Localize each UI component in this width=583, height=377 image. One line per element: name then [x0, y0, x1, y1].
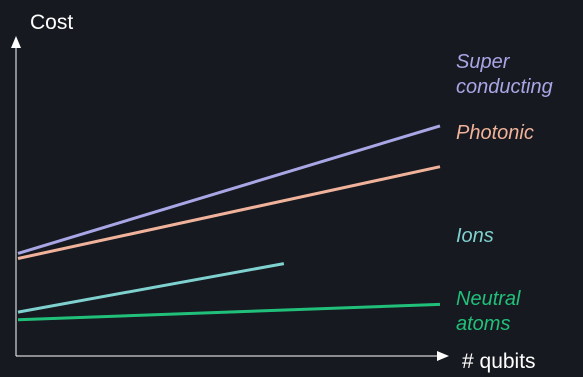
y-axis-label: Cost — [30, 11, 73, 34]
series-line-2 — [17, 262, 285, 314]
series-label-2: Ions — [456, 225, 494, 247]
series-label-0: Super conducting — [456, 51, 553, 98]
series-line-1 — [17, 165, 441, 260]
y-axis-arrow — [11, 36, 21, 48]
series-line-0 — [17, 124, 441, 255]
series-label-1: Photonic — [456, 122, 534, 144]
series-line-3 — [17, 302, 441, 322]
series-label-3: Neutral atoms — [456, 288, 521, 335]
x-axis-label: # qubits — [462, 350, 536, 373]
x-axis-arrow — [437, 351, 449, 361]
